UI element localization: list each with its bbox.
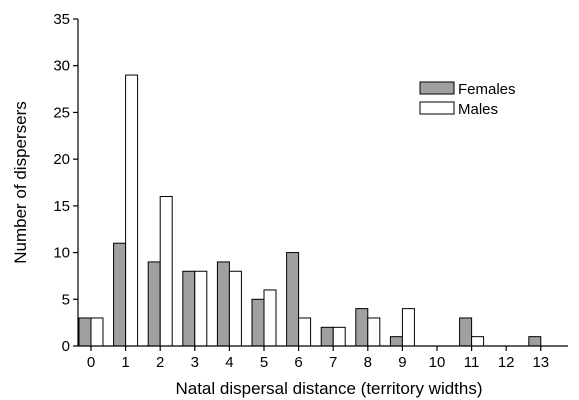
y-axis-ticks: 0 5 10 15 20 25 30 35	[53, 11, 78, 355]
x-tick-label: 5	[260, 354, 268, 371]
x-tick-label: 2	[156, 354, 164, 371]
bar-males-2: Males 2: 16	[159, 196, 173, 347]
bar-males-9: Males 9: 4	[401, 308, 415, 347]
y-tick-label: 25	[53, 104, 70, 121]
x-tick-label: 0	[87, 354, 95, 371]
bar-males-4: Males 4: 8	[228, 270, 242, 347]
x-tick-label: 8	[364, 354, 372, 371]
x-tick-label: 7	[329, 354, 337, 371]
x-tick-label: 6	[294, 354, 302, 371]
x-tick-label: 3	[191, 354, 199, 371]
bar-females-0: Females 0: 3	[78, 317, 92, 347]
bar-females-9: Females 9: 1	[389, 336, 403, 347]
y-tick-label: 30	[53, 58, 70, 75]
bar-males-1: Males 1: 29	[125, 74, 139, 347]
bar-males-6: Males 6: 3	[298, 317, 312, 347]
y-tick-label: 5	[62, 291, 70, 308]
bar-males-0: Males 0: 3	[90, 317, 104, 347]
x-axis-label: Natal dispersal distance (territory widt…	[175, 379, 482, 398]
x-tick-label: 1	[121, 354, 129, 371]
bar-females-6: Females 6: 10	[286, 252, 300, 347]
bar-females-5: Females 5: 5	[251, 298, 265, 347]
y-tick-label: 15	[53, 198, 70, 215]
x-tick-label: 9	[398, 354, 406, 371]
y-tick-label: 35	[53, 11, 70, 28]
bar-females-1: Females 1: 11	[113, 242, 127, 347]
legend-swatch-males	[419, 101, 455, 115]
bar-males-8: Males 8: 3	[367, 317, 381, 347]
y-axis-label: Number of dispersers	[11, 101, 30, 264]
x-tick-label: 11	[464, 354, 480, 371]
x-tick-label: 13	[532, 354, 549, 371]
x-tick-label: 4	[225, 354, 233, 371]
bars: Females 0: 3 Females 1: 11 Females 2: 9 Fem…	[78, 74, 542, 347]
bar-females-4: Females 4: 9	[216, 261, 230, 347]
bar-females-8: Females 8: 4	[355, 308, 369, 347]
bar-females-3: Females 3: 8	[182, 270, 196, 347]
legend-label-females: Females	[458, 81, 516, 98]
x-axis-ticks: 0 1 2 3 4 5 6 7 8 9 10 11 12 13	[87, 346, 549, 371]
bar-males-5: Males 5: 6	[263, 289, 277, 347]
x-tick-label: 10	[429, 354, 446, 371]
bar-males-3: Males 3: 8	[194, 270, 208, 347]
y-tick-label: 10	[53, 245, 70, 262]
bar-females-7: Females 7: 2	[320, 326, 334, 347]
bar-females-11: Females 11: 3	[459, 317, 473, 347]
bar-males-7: Males 7: 2	[332, 326, 346, 347]
y-tick-label: 0	[62, 338, 70, 355]
y-tick-label: 20	[53, 151, 70, 168]
bar-males-11: Males 11: 1	[471, 336, 485, 347]
bar-females-13: Females 13: 1	[528, 336, 542, 347]
legend-swatch-females	[419, 81, 455, 95]
bar-females-2: Females 2: 9	[147, 261, 161, 347]
legend-label-males: Males	[458, 101, 498, 118]
x-tick-label: 12	[498, 354, 515, 371]
legend: Females Males	[419, 81, 516, 118]
